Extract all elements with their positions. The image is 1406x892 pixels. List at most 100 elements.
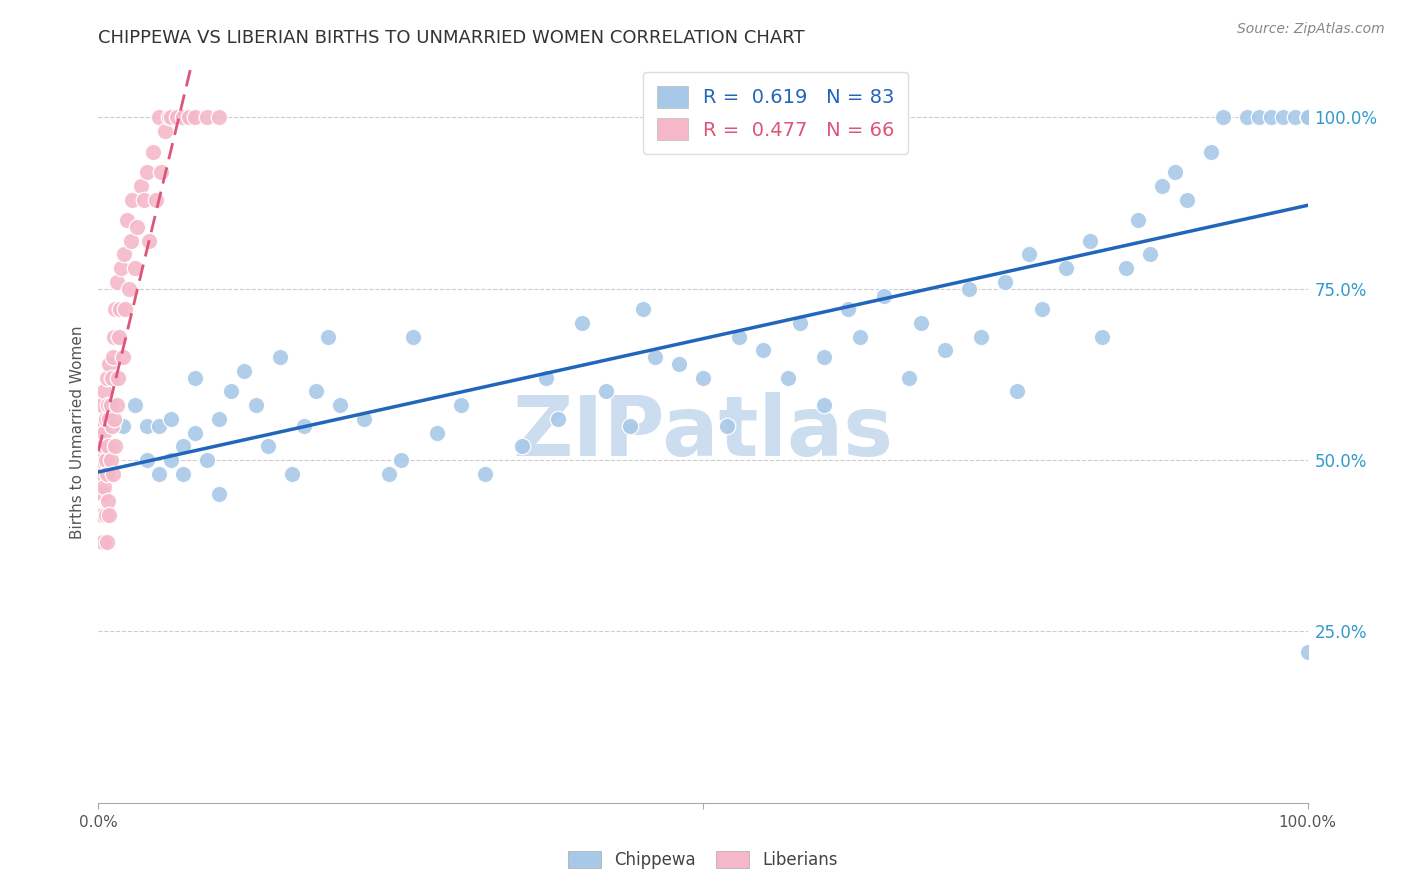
Point: [716, 418, 738, 433]
Point: [389, 453, 412, 467]
Point: [160, 453, 183, 467]
Point: [104, 439, 127, 453]
Point: [101, 467, 124, 481]
Point: [450, 398, 472, 412]
Point: [160, 110, 183, 124]
Point: [120, 234, 142, 248]
Point: [108, 302, 131, 317]
Point: [208, 110, 231, 124]
Point: [232, 364, 254, 378]
Point: [1163, 165, 1185, 179]
Point: [910, 316, 932, 330]
Point: [426, 425, 449, 440]
Point: [114, 302, 136, 317]
Point: [105, 275, 128, 289]
Point: [124, 398, 146, 412]
Point: [692, 371, 714, 385]
Point: [91, 487, 114, 501]
Point: [107, 371, 129, 385]
Point: [813, 350, 835, 364]
Point: [728, 329, 751, 343]
Point: [245, 398, 267, 412]
Point: [1260, 110, 1282, 124]
Point: [1296, 110, 1319, 124]
Point: [1128, 213, 1150, 227]
Point: [100, 453, 122, 467]
Point: [1296, 110, 1319, 124]
Point: [994, 275, 1017, 289]
Point: [90, 418, 112, 433]
Point: [160, 412, 183, 426]
Point: [934, 343, 956, 358]
Point: [103, 329, 125, 343]
Text: Source: ZipAtlas.com: Source: ZipAtlas.com: [1237, 22, 1385, 37]
Point: [110, 261, 132, 276]
Legend: Chippewa, Liberians: Chippewa, Liberians: [561, 845, 845, 876]
Point: [94, 453, 117, 467]
Text: CHIPPEWA VS LIBERIAN BIRTHS TO UNMARRIED WOMEN CORRELATION CHART: CHIPPEWA VS LIBERIAN BIRTHS TO UNMARRIED…: [98, 29, 806, 47]
Point: [1249, 110, 1271, 124]
Point: [135, 165, 157, 179]
Point: [1296, 110, 1319, 124]
Point: [98, 412, 121, 426]
Point: [184, 110, 207, 124]
Point: [595, 384, 617, 399]
Point: [269, 350, 291, 364]
Point: [98, 357, 121, 371]
Point: [837, 302, 859, 317]
Point: [329, 398, 352, 412]
Point: [668, 357, 690, 371]
Point: [221, 384, 243, 399]
Point: [90, 467, 112, 481]
Point: [96, 535, 118, 549]
Point: [142, 145, 165, 159]
Point: [1139, 247, 1161, 261]
Point: [510, 439, 533, 453]
Point: [97, 494, 120, 508]
Point: [104, 302, 127, 317]
Point: [91, 439, 114, 453]
Point: [100, 371, 122, 385]
Point: [100, 398, 122, 412]
Point: [571, 316, 593, 330]
Point: [752, 343, 775, 358]
Point: [1031, 302, 1053, 317]
Point: [111, 418, 134, 433]
Point: [96, 371, 118, 385]
Point: [1078, 234, 1101, 248]
Point: [148, 418, 170, 433]
Point: [145, 193, 167, 207]
Point: [619, 418, 641, 433]
Point: [1236, 110, 1258, 124]
Point: [1018, 247, 1040, 261]
Point: [135, 418, 157, 433]
Point: [184, 371, 207, 385]
Point: [100, 418, 122, 433]
Point: [1007, 384, 1029, 399]
Point: [172, 110, 194, 124]
Point: [1284, 110, 1306, 124]
Point: [98, 508, 121, 522]
Point: [94, 412, 117, 426]
Point: [292, 418, 315, 433]
Point: [172, 439, 194, 453]
Point: [96, 467, 118, 481]
Point: [179, 110, 201, 124]
Point: [534, 371, 557, 385]
Point: [353, 412, 375, 426]
Point: [101, 350, 124, 364]
Point: [873, 288, 896, 302]
Point: [93, 384, 115, 399]
Point: [208, 487, 231, 501]
Point: [377, 467, 399, 481]
Point: [93, 480, 115, 494]
Point: [849, 329, 872, 343]
Point: [1212, 110, 1234, 124]
Point: [547, 412, 569, 426]
Point: [184, 425, 207, 440]
Point: [108, 329, 131, 343]
Point: [208, 412, 231, 426]
Point: [157, 110, 180, 124]
Point: [813, 398, 835, 412]
Point: [138, 234, 160, 248]
